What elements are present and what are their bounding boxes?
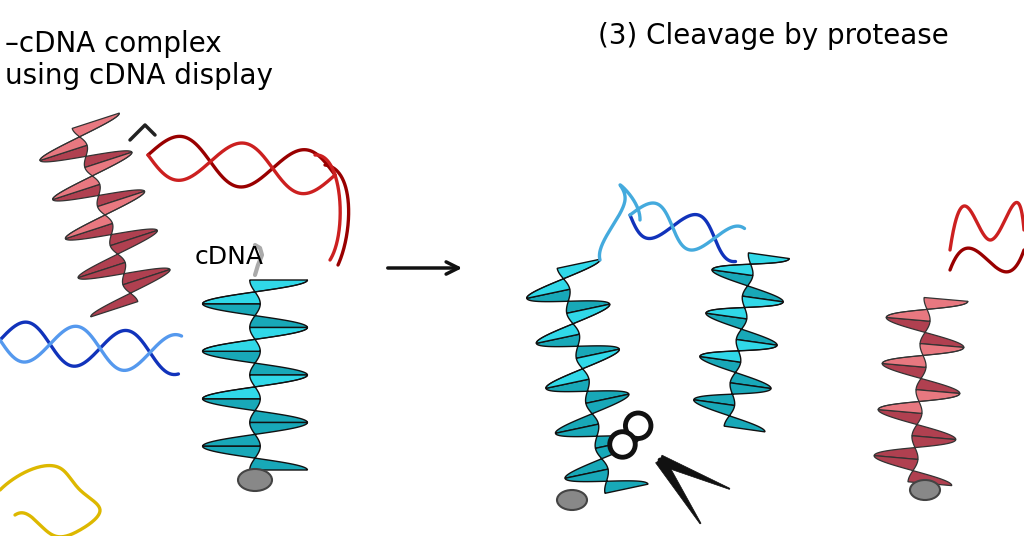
Polygon shape [565, 469, 648, 493]
Polygon shape [874, 436, 955, 459]
Polygon shape [546, 349, 620, 388]
Polygon shape [882, 344, 964, 367]
Polygon shape [52, 184, 144, 206]
Circle shape [657, 458, 663, 463]
Polygon shape [879, 410, 955, 440]
Polygon shape [699, 356, 771, 389]
Polygon shape [706, 313, 777, 345]
Text: using cDNA display: using cDNA display [5, 62, 272, 90]
Polygon shape [52, 152, 132, 199]
Polygon shape [886, 297, 968, 321]
Circle shape [626, 413, 651, 438]
Ellipse shape [557, 490, 587, 510]
Polygon shape [203, 304, 307, 327]
Polygon shape [712, 253, 790, 276]
Polygon shape [882, 363, 959, 393]
Polygon shape [66, 224, 158, 245]
Polygon shape [526, 259, 600, 299]
Polygon shape [40, 145, 132, 168]
Text: (3) Cleavage by protease: (3) Cleavage by protease [598, 22, 949, 50]
Polygon shape [693, 383, 771, 406]
Polygon shape [537, 334, 620, 359]
Text: cDNA: cDNA [195, 245, 264, 269]
Polygon shape [537, 304, 609, 344]
Polygon shape [203, 351, 307, 375]
Polygon shape [693, 400, 765, 432]
Polygon shape [699, 339, 777, 362]
Text: –cDNA complex: –cDNA complex [5, 30, 221, 58]
Polygon shape [203, 422, 307, 446]
Polygon shape [706, 296, 783, 319]
Circle shape [609, 431, 635, 457]
Polygon shape [565, 439, 639, 478]
Polygon shape [203, 375, 307, 399]
Polygon shape [203, 446, 307, 470]
Polygon shape [886, 317, 964, 347]
Polygon shape [658, 455, 730, 489]
Polygon shape [203, 327, 307, 351]
Polygon shape [91, 270, 170, 317]
Ellipse shape [910, 480, 940, 500]
Polygon shape [78, 263, 170, 285]
Polygon shape [78, 230, 158, 278]
Ellipse shape [238, 469, 272, 491]
Polygon shape [712, 270, 783, 302]
Polygon shape [66, 191, 144, 239]
Polygon shape [655, 457, 701, 524]
Polygon shape [203, 399, 307, 422]
Polygon shape [40, 113, 119, 160]
Polygon shape [555, 394, 629, 433]
Polygon shape [879, 390, 959, 413]
Polygon shape [203, 280, 307, 304]
Polygon shape [526, 289, 609, 314]
Polygon shape [874, 456, 951, 486]
Polygon shape [555, 424, 639, 448]
Polygon shape [546, 379, 629, 403]
